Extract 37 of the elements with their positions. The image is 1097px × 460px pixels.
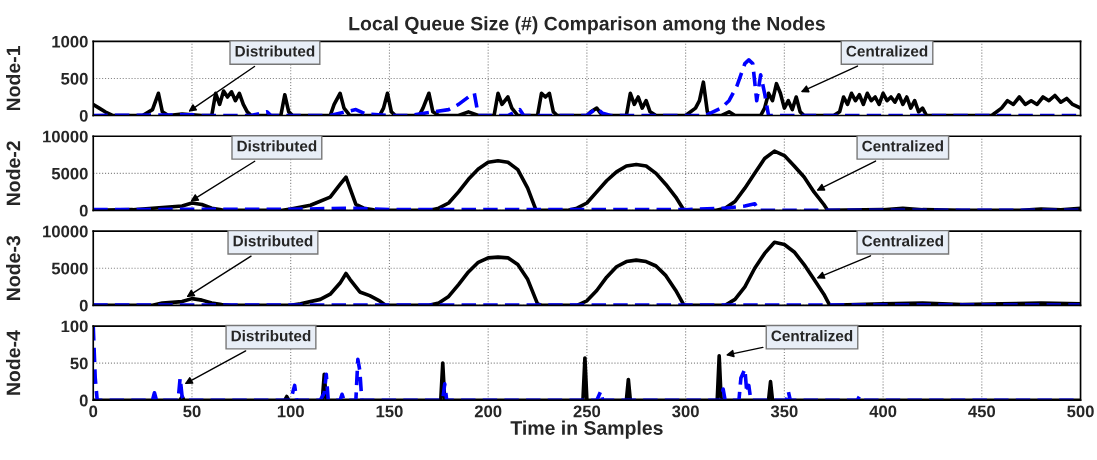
x-tick-label: 400 <box>869 405 897 418</box>
x-axis-title: Time in Samples <box>510 420 663 439</box>
y-tick-label: 5000 <box>51 167 88 180</box>
y-tick-label: 50 <box>70 357 88 370</box>
chart-title: Local Queue Size (#) Comparison among the Nodes <box>349 16 825 35</box>
y-axis-title: Node-2 <box>6 141 21 205</box>
x-tick-label: 50 <box>183 405 201 418</box>
y-axis-title: Node-3 <box>6 235 21 300</box>
annotation: Centralized <box>862 235 943 247</box>
y-tick-label: 10000 <box>43 225 88 238</box>
x-tick-label: 350 <box>770 405 798 418</box>
y-tick-label: 5000 <box>51 262 88 275</box>
y-axis-title: Node-4 <box>6 330 21 395</box>
annotation: Centralized <box>771 330 853 342</box>
annotation: Distributed <box>235 45 315 57</box>
y-tick-label: 10000 <box>43 130 88 143</box>
y-tick-label: 1000 <box>52 35 88 48</box>
annotation: Centralized <box>862 140 943 152</box>
annotation: Distributed <box>233 235 313 247</box>
x-tick-label: 200 <box>474 405 502 418</box>
annotation: Distributed <box>231 330 311 342</box>
x-tick-label: 250 <box>573 405 601 418</box>
x-tick-label: 500 <box>1067 405 1094 418</box>
x-tick-label: 150 <box>376 405 403 418</box>
y-tick-label: 0 <box>79 394 88 407</box>
y-tick-label: 100 <box>61 320 88 333</box>
y-tick-label: 0 <box>79 299 88 312</box>
y-axis-title: Node-1 <box>6 46 21 111</box>
y-tick-label: 500 <box>61 72 88 85</box>
x-tick-label: 300 <box>672 405 699 418</box>
x-tick-label: 0 <box>89 405 98 418</box>
annotation: Centralized <box>846 45 928 57</box>
annotation: Distributed <box>237 140 317 152</box>
x-tick-label: 100 <box>277 405 304 418</box>
x-tick-label: 450 <box>968 405 996 418</box>
y-tick-label: 0 <box>79 109 88 122</box>
y-tick-label: 0 <box>79 204 88 217</box>
